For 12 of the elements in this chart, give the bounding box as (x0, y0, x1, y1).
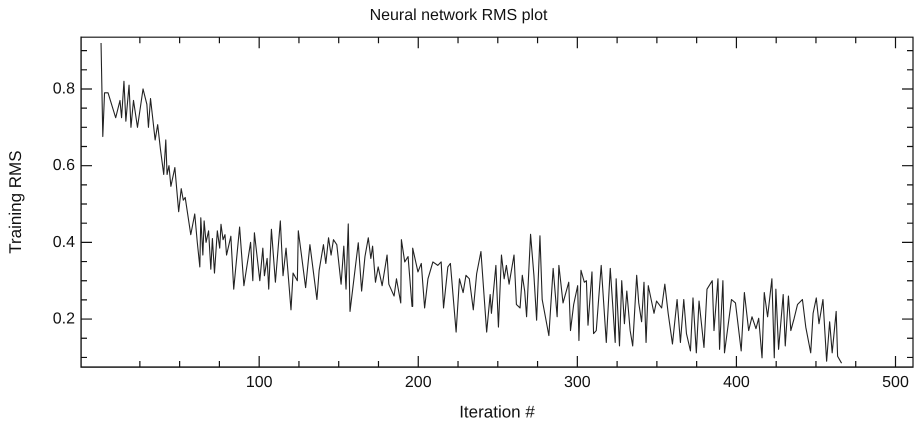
x-tick-label: 100 (246, 374, 273, 392)
y-axis-title: Training RMS (6, 150, 25, 254)
y-tick-label: 0.6 (52, 157, 76, 174)
x-tick-label: 300 (564, 374, 591, 392)
x-axis-title: Iteration # (459, 402, 536, 422)
y-tick-label: 0.4 (52, 234, 76, 251)
x-tick-label: 500 (882, 374, 909, 392)
y-tick-label: 0.8 (52, 80, 76, 98)
chart-title: Neural network RMS plot (370, 7, 548, 24)
y-tick-label: 0.2 (52, 310, 76, 328)
x-tick-label: 200 (404, 374, 432, 392)
x-tick-label: 400 (723, 374, 750, 392)
